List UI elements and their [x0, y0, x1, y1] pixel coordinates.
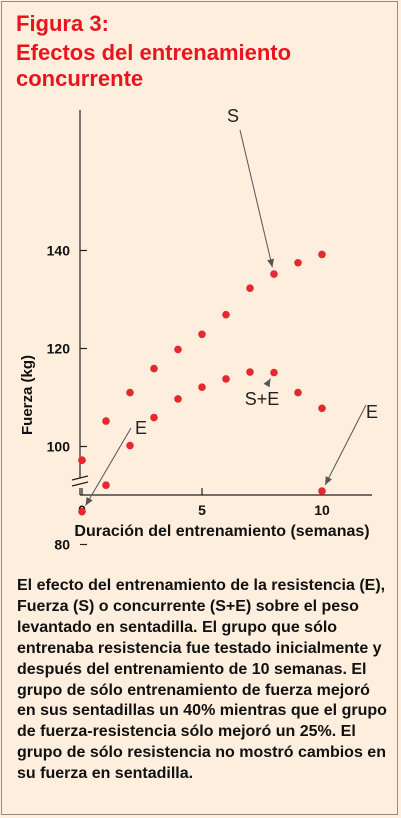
data-point-se — [198, 383, 206, 392]
data-point-s — [150, 364, 158, 373]
data-point-s — [222, 310, 230, 319]
axis-break-mark — [71, 475, 89, 481]
data-point-se — [294, 388, 302, 397]
chart-annotations: S S+E E E — [85, 106, 378, 506]
axis-break-mark — [71, 481, 89, 487]
data-point-se — [318, 404, 326, 413]
data-point-s — [246, 284, 254, 293]
annotation-arrowhead — [263, 378, 271, 388]
x-tick-label: 5 — [198, 502, 206, 518]
data-point-e — [318, 487, 326, 495]
data-point-s — [126, 388, 134, 397]
y-tick-label: 80 — [54, 537, 70, 553]
annotation-label: S — [227, 106, 239, 126]
annotation-label: S+E — [245, 389, 280, 409]
data-point-s — [102, 417, 110, 425]
chart-axes — [71, 110, 372, 496]
annotation-arrow — [85, 427, 132, 506]
data-point-se — [126, 441, 134, 450]
figure-title: Efectos del entrenamiento concurrente — [16, 40, 292, 91]
data-point-se — [246, 368, 254, 376]
y-tick-label: 120 — [47, 341, 71, 357]
data-point-se — [78, 456, 86, 465]
data-point-s — [270, 270, 278, 278]
data-point-s — [174, 345, 182, 354]
annotation-label: E — [135, 418, 147, 438]
data-point-se — [270, 368, 278, 377]
y-tick-label: 100 — [47, 439, 71, 455]
data-point-se — [150, 413, 158, 422]
annotation-arrow — [239, 129, 273, 268]
figure-label: Figura 3: — [16, 11, 109, 36]
x-axis-label: Duración del entrenamiento (semanas) — [74, 523, 369, 540]
chart-points — [78, 250, 326, 516]
data-point-s — [318, 250, 326, 259]
annotation-arrowhead — [325, 476, 332, 485]
data-point-s — [294, 258, 302, 267]
x-tick-label: 10 — [314, 502, 330, 518]
annotation-arrow — [324, 404, 367, 486]
scatter-chart: 801001201400510 SS+EEE Fuerza (kg) Durac… — [19, 106, 378, 553]
y-axis-label: Fuerza (kg) — [19, 355, 36, 435]
data-point-s — [198, 330, 206, 339]
data-point-se — [174, 395, 182, 403]
annotation-arrowhead — [267, 258, 274, 268]
data-point-e — [78, 507, 86, 516]
data-point-se — [222, 375, 230, 383]
annotation-label: E — [366, 402, 378, 422]
y-tick-label: 140 — [47, 243, 71, 259]
data-point-se — [102, 481, 110, 490]
annotation-arrowhead — [85, 496, 93, 506]
chart-ticks: 801001201400510 — [47, 243, 330, 553]
figure-caption: El efecto del entrenamiento de la resist… — [17, 577, 387, 783]
